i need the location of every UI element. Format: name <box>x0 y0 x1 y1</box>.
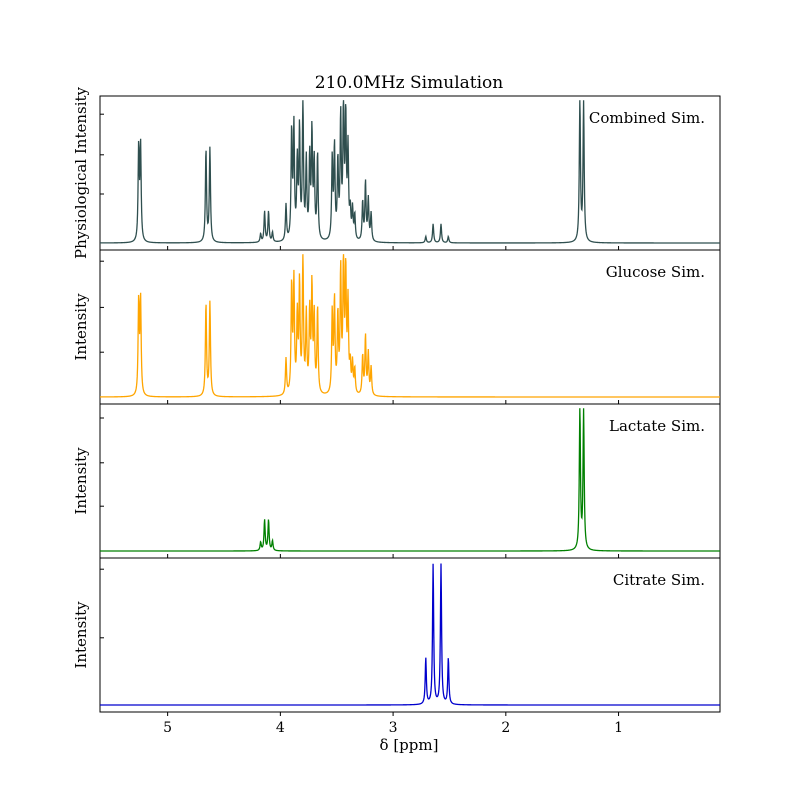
x-tick-label: 1 <box>614 720 623 736</box>
x-axis-label: δ [ppm] <box>380 736 439 754</box>
panel-lactate-legend-label: Lactate Sim. <box>609 417 705 435</box>
panel-citrate-series-line <box>100 563 720 706</box>
panel-glucose-legend-label: Glucose Sim. <box>606 263 705 281</box>
x-tick-label: 3 <box>389 720 398 736</box>
panel-lactate: Intensity Lactate Sim. <box>72 403 721 559</box>
panel-citrate-legend-label: Citrate Sim. <box>613 571 705 589</box>
panel-combined-legend-label: Combined Sim. <box>589 109 705 127</box>
x-tick-label: 5 <box>163 720 172 736</box>
x-tick-label: 2 <box>501 720 510 736</box>
panel-glucose-yticks <box>100 260 620 404</box>
panel-combined: Physiological Intensity Combined Sim. <box>72 86 721 259</box>
panel-combined-yticks <box>100 113 620 250</box>
panel-citrate-frame <box>99 557 721 713</box>
chart-title: 210.0MHz Simulation <box>315 73 503 93</box>
x-axis-ticks: 5 4 3 2 1 <box>163 712 623 736</box>
panel-combined-ylabel: Physiological Intensity <box>72 86 90 259</box>
panel-lactate-yticks <box>100 417 620 558</box>
panel-lactate-ylabel: Intensity <box>72 447 90 515</box>
panel-citrate-ylabel: Intensity <box>72 601 90 669</box>
panel-glucose-series-line <box>100 254 720 398</box>
panel-citrate: Intensity Citrate Sim. <box>72 557 721 713</box>
panel-glucose: Intensity Glucose Sim. <box>72 249 721 405</box>
panel-combined-series-line <box>100 100 720 244</box>
x-tick-label: 4 <box>276 720 285 736</box>
panel-lactate-series-line <box>100 408 720 552</box>
panel-citrate-yticks <box>100 568 104 639</box>
panel-glucose-ylabel: Intensity <box>72 293 90 361</box>
